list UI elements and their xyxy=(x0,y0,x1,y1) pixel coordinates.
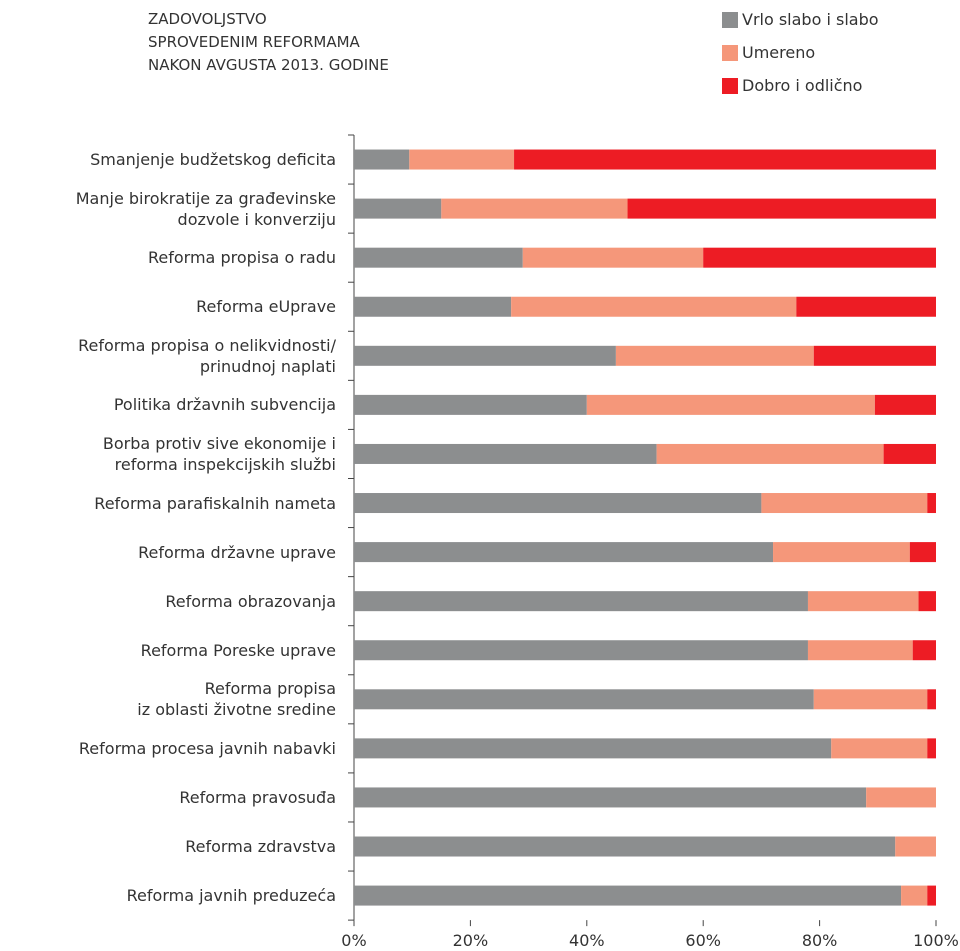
bar-segment xyxy=(807,640,913,661)
category-label: Reforma parafiskalnih nameta xyxy=(94,493,336,513)
bar-segment xyxy=(514,149,936,170)
bar-segment xyxy=(761,493,928,514)
legend-label: Umereno xyxy=(742,43,816,62)
bar-segment xyxy=(901,885,928,906)
bar-segment xyxy=(409,149,515,170)
bar-segment xyxy=(354,443,657,464)
bar-segment xyxy=(927,885,936,906)
bar-segment xyxy=(807,591,919,612)
bar-segment xyxy=(866,787,936,808)
chart-title: ZADOVOLJSTVO SPROVEDENIM REFORMAMA NAKON… xyxy=(148,10,389,74)
legend-swatch xyxy=(722,12,738,28)
bar-segment xyxy=(354,591,808,612)
bar-segment xyxy=(796,296,936,317)
category-label: Borba protiv sive ekonomije i reforma in… xyxy=(102,433,336,474)
x-tick-label: 0% xyxy=(341,931,367,950)
category-label: Reforma javnih preduzeća xyxy=(126,886,336,906)
category-label: Reforma pravosuđa xyxy=(179,787,336,807)
bar-segment xyxy=(627,198,936,219)
bar-segment xyxy=(927,493,936,514)
bar-segment xyxy=(354,738,832,759)
bar-segment xyxy=(354,640,808,661)
bar-segment xyxy=(912,640,936,661)
bar-segment xyxy=(927,738,936,759)
category-label: Smanjenje budžetskog deficita xyxy=(90,150,336,170)
bar-segment xyxy=(895,836,936,857)
bar-segment xyxy=(511,296,797,317)
category-label: Reforma eUprave xyxy=(196,297,336,317)
bar-segment xyxy=(354,689,814,710)
bar-segment xyxy=(354,247,523,268)
bar-segment xyxy=(354,836,896,857)
bar-segment xyxy=(354,885,902,906)
category-label: Reforma zdravstva xyxy=(185,837,336,856)
x-tick-label: 100% xyxy=(913,931,959,950)
x-tick-label: 60% xyxy=(685,931,721,950)
category-label: Politika državnih subvencija xyxy=(113,395,336,415)
category-label: Reforma propisa o nelikvidnosti/ prinudn… xyxy=(78,335,336,376)
x-tick-label: 20% xyxy=(452,931,489,950)
bar-segment xyxy=(813,345,936,366)
x-tick-label: 80% xyxy=(801,931,838,950)
bar-segment xyxy=(874,394,936,415)
bar-segment xyxy=(354,149,410,170)
legend-swatch xyxy=(722,45,738,61)
legend-label: Vrlo slabo i slabo xyxy=(742,10,879,29)
category-label: Reforma procesa javnih nabavki xyxy=(78,738,336,758)
x-tick-label: 40% xyxy=(569,931,605,950)
bar-segment xyxy=(441,198,628,219)
bar-segment xyxy=(354,394,587,415)
category-label: Reforma propisa iz oblasti životne sredi… xyxy=(137,679,336,720)
bar-segment xyxy=(831,738,928,759)
category-label: Reforma propisa o radu xyxy=(148,248,336,268)
category-label: Reforma Poreske uprave xyxy=(140,640,336,660)
category-label: Reforma obrazovanja xyxy=(165,591,336,611)
bar-segment xyxy=(354,296,512,317)
bar-segment xyxy=(354,542,774,563)
legend-swatch xyxy=(722,78,738,94)
bar-segment xyxy=(522,247,704,268)
bar-segment xyxy=(354,345,616,366)
bar-segment xyxy=(586,394,875,415)
bar-segment xyxy=(615,345,814,366)
bar-segment xyxy=(918,591,936,612)
bar-segment xyxy=(927,689,936,710)
category-label: Manje birokratije za građevinske dozvole… xyxy=(75,188,336,229)
bar-segment xyxy=(656,443,884,464)
bar-segment xyxy=(354,198,442,219)
bar-segment xyxy=(813,689,928,710)
bar-segment xyxy=(354,787,867,808)
bar-segment xyxy=(883,443,936,464)
legend-label: Dobro i odlično xyxy=(742,76,863,95)
bar-segment xyxy=(909,542,936,563)
bar-segment xyxy=(354,493,762,514)
bar-segment xyxy=(773,542,910,563)
category-label: Reforma državne uprave xyxy=(138,542,336,562)
bar-segment xyxy=(703,247,936,268)
